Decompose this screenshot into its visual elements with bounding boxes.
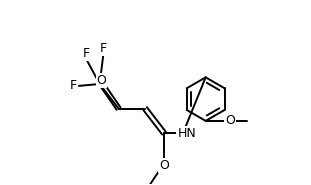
Text: O: O	[97, 74, 106, 87]
Text: F: F	[100, 41, 107, 55]
Text: HN: HN	[177, 127, 196, 140]
Text: F: F	[83, 47, 90, 60]
Text: O: O	[225, 114, 235, 127]
Text: F: F	[70, 79, 77, 92]
Text: O: O	[159, 159, 169, 172]
